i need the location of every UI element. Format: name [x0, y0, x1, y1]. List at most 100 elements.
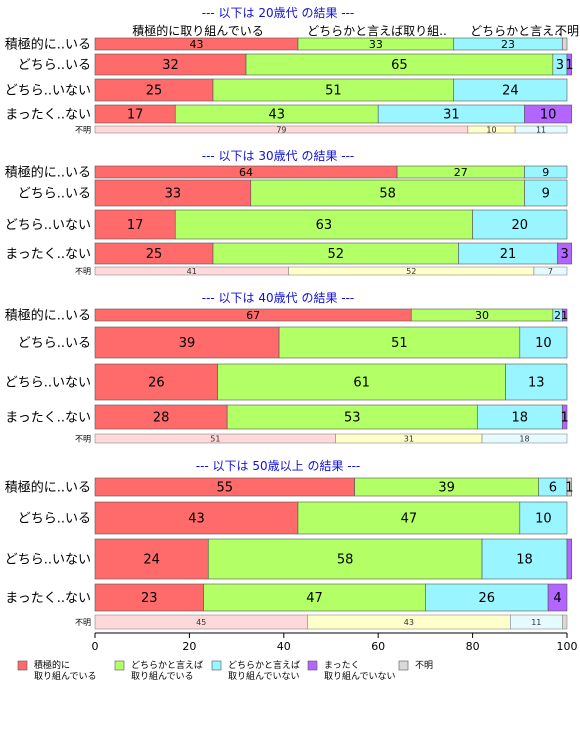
data-label: 10 — [540, 108, 557, 123]
data-label: 23 — [141, 591, 158, 606]
bar-segment — [94, 404, 228, 430]
data-label: 3 — [556, 58, 564, 73]
data-label: 20 — [512, 218, 529, 233]
data-label: 30 — [475, 309, 489, 322]
group-title: --- 以下は 30歳代 の結果 --- — [202, 149, 355, 163]
legend-label-line2: 取り組んでいない — [228, 670, 300, 682]
data-label: 61 — [353, 376, 370, 391]
data-label: 1 — [565, 58, 573, 73]
data-label: 43 — [189, 38, 203, 51]
data-label: 63 — [316, 218, 333, 233]
data-label: 1 — [565, 481, 573, 496]
data-label: 28 — [153, 411, 170, 426]
data-label: 52 — [327, 247, 344, 262]
unknown-data-label: 11 — [536, 126, 546, 135]
data-label: 26 — [148, 376, 165, 391]
bar-segment — [472, 209, 568, 240]
data-label: 39 — [438, 481, 455, 496]
group-title: --- 以下は 40歳代 の結果 --- — [202, 291, 355, 305]
data-label: 21 — [500, 247, 517, 262]
data-label: 26 — [478, 591, 495, 606]
data-label: 2 — [554, 309, 561, 322]
data-label: 25 — [146, 247, 163, 262]
bar-segment — [566, 477, 573, 497]
unknown-bar-segment — [514, 125, 568, 134]
bar-segment — [425, 583, 549, 612]
unknown-bar-segment — [533, 266, 568, 276]
bar-segment — [94, 179, 252, 207]
bar-segment — [94, 583, 204, 612]
bar-segment — [203, 583, 426, 612]
column-headers: 積極的に取り組んでいる どちらかと言えば取り組.. どちらかと言え.. 不明 — [132, 23, 579, 38]
data-label: 58 — [379, 187, 396, 202]
group-2: --- 以下は 40歳代 の結果 ---積極的に..いる 67 30 2 1どちら..い… — [5, 291, 569, 444]
bar-segment — [94, 501, 299, 535]
legend-swatch — [17, 660, 28, 671]
unknown-data-label: 79 — [276, 126, 286, 135]
bar-segment — [524, 179, 568, 207]
data-label: 18 — [516, 553, 533, 568]
unknown-bar-segment — [481, 433, 568, 444]
data-label: 4 — [553, 591, 561, 606]
data-label: 27 — [454, 166, 468, 179]
legend-swatch — [398, 660, 409, 671]
data-label: 10 — [535, 512, 552, 527]
row-label: どちら..いる — [18, 336, 91, 351]
legend-label-line1: 不明 — [415, 660, 433, 671]
x-tick-label: 60 — [371, 640, 385, 653]
data-label: 39 — [179, 336, 196, 351]
data-label: 51 — [325, 84, 342, 99]
bar-segment — [174, 209, 473, 240]
data-label: 47 — [401, 512, 418, 527]
unknown-data-label: 10 — [486, 126, 496, 135]
bar-segment — [519, 501, 568, 535]
row-label: どちら..いる — [18, 512, 91, 527]
bar-segment — [207, 538, 483, 580]
data-label: 9 — [542, 166, 549, 179]
data-label: 13 — [528, 376, 545, 391]
x-tick-label: 0 — [92, 640, 99, 653]
data-label: 65 — [391, 58, 408, 73]
group-title: --- 以下は 50歳以上 の結果 --- — [196, 459, 361, 473]
row-label: 積極的に..いる — [5, 480, 91, 496]
data-label: 17 — [127, 218, 144, 233]
column-header-3: 不明 — [555, 24, 579, 38]
row-label: 積極的に..いる — [5, 308, 91, 324]
data-label: 33 — [165, 187, 182, 202]
groups-layer: --- 以下は 20歳代 の結果 ---積極的に..いる 43 33 23どちら..い… — [5, 6, 574, 630]
bar-segment — [561, 308, 568, 322]
unknown-data-label: 18 — [519, 435, 529, 444]
bar-segment — [217, 363, 506, 401]
bar-segment — [505, 363, 568, 401]
legend-label-line2: 取り組んでいない — [324, 670, 396, 682]
unknown-data-label: 31 — [404, 435, 414, 444]
bar-segment — [561, 37, 568, 51]
data-label: 32 — [162, 58, 179, 73]
x-tick-label: 100 — [557, 640, 578, 653]
data-label: 17 — [127, 108, 144, 123]
data-label: 31 — [443, 108, 460, 123]
row-label: どちら..いない — [5, 376, 91, 391]
x-tick-label: 40 — [277, 640, 291, 653]
row-label: 積極的に..いる — [5, 37, 91, 53]
data-label: 33 — [369, 38, 383, 51]
data-label: 9 — [542, 187, 550, 202]
data-label: 47 — [306, 591, 323, 606]
group-1: --- 以下は 30歳代 の結果 --- 積極的に..いる 64 27 9 どちら..いる… — [5, 149, 573, 276]
row-label: どちら..いる — [18, 187, 91, 202]
bar-segment — [477, 404, 563, 430]
row-label: まったく..ない — [5, 247, 91, 262]
unknown-row-label: 不明 — [75, 618, 91, 627]
bar-segment — [94, 326, 280, 359]
column-header-2: どちらかと言え.. — [470, 24, 562, 38]
unknown-data-label: 45 — [196, 618, 206, 627]
bar-segment — [278, 326, 521, 359]
unknown-row-label: 不明 — [75, 267, 91, 276]
legend-label-line1: どちらかと言えば — [228, 659, 300, 671]
data-label: 6 — [549, 481, 557, 496]
legend-label-line1: どちらかと言えば — [131, 659, 203, 671]
legend-swatch — [307, 660, 318, 671]
x-tick-label: 20 — [182, 640, 196, 653]
bar-segment — [566, 53, 573, 76]
group-0: --- 以下は 20歳代 の結果 --- 積極的に..いる 43 33 23 どちら..い… — [5, 6, 574, 135]
